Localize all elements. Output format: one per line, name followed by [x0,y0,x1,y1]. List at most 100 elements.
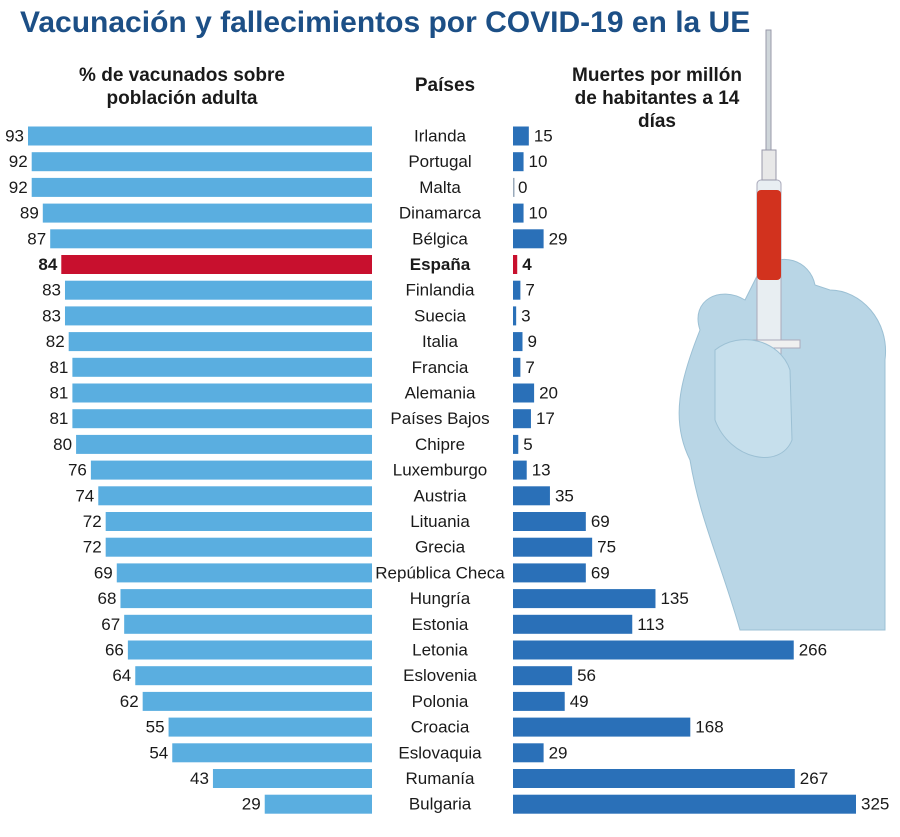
value-label: 0 [518,178,527,197]
value-label: 87 [27,229,46,248]
bar [98,486,372,506]
bar-zero-marker [513,177,515,197]
bar [513,255,518,274]
category-label: Rumanía [406,769,476,788]
bar [264,794,372,814]
value-label: 89 [20,204,39,223]
category-label: Polonia [412,692,469,711]
category-label: Lituania [410,512,470,531]
bar [68,332,372,352]
value-label: 54 [149,743,168,762]
value-label: 7 [525,358,534,377]
category-label: Hungría [410,589,471,608]
value-label: 267 [800,769,828,788]
bar [28,126,372,146]
category-label: República Checa [375,563,505,582]
category-label: Finlandia [406,281,476,300]
value-label: 35 [555,486,574,505]
value-label: 80 [53,435,72,454]
bar [513,769,795,788]
value-label: 29 [549,743,568,762]
value-label: 81 [49,383,68,402]
bar [105,537,372,557]
category-label: España [410,255,471,274]
bar [513,152,524,172]
bar [124,614,372,634]
category-label: Portugal [408,152,471,171]
bar [90,460,373,480]
bar [142,691,372,711]
value-label: 13 [532,461,551,480]
bar [513,691,565,711]
chart-title: Vacunación y fallecimientos por COVID-19… [20,6,750,39]
category-label: Alemania [405,383,476,402]
bar [61,255,373,274]
bar [513,640,794,660]
value-label: 7 [525,281,534,300]
series-header: % de vacunados sobre población adulta [79,65,285,109]
bar [105,512,372,531]
bar [127,640,372,660]
value-label: 62 [120,692,139,711]
category-label: Malta [419,178,461,197]
bar [72,357,373,377]
value-label: 55 [146,718,165,737]
category-label: Irlanda [414,126,467,145]
bar [513,486,550,506]
value-label: 72 [83,512,102,531]
category-label: Austria [414,486,467,505]
category-label: Suecia [414,306,467,325]
category-label: Letonia [412,640,468,659]
value-label: 72 [83,538,102,557]
bar [513,409,531,429]
value-label: 29 [549,229,568,248]
bar [64,306,372,326]
series-header: Muertes por millón de habitantes a 14 días [572,65,742,132]
value-label: 74 [75,486,94,505]
value-label: 69 [591,563,610,582]
value-label: 69 [94,563,113,582]
bar [120,589,373,609]
value-label: 76 [68,461,87,480]
value-label: 81 [49,409,68,428]
value-label: 84 [38,255,57,274]
bar [513,460,527,480]
categories-header: Países [415,75,475,96]
category-label: Grecia [415,538,466,557]
bar [513,717,691,737]
bar [513,434,519,454]
value-label: 83 [42,281,61,300]
value-label: 68 [98,589,117,608]
bar [72,409,373,429]
category-label: Croacia [411,718,470,737]
bar [513,126,529,146]
category-label: Dinamarca [399,204,482,223]
value-label: 266 [799,640,827,659]
value-label: 82 [46,332,65,351]
value-label: 29 [242,795,261,814]
value-label: 20 [539,383,558,402]
value-label: 92 [9,152,28,171]
value-label: 43 [190,769,209,788]
value-label: 10 [529,152,548,171]
bar [31,177,373,197]
value-label: 9 [527,332,536,351]
value-label: 64 [112,666,131,685]
bar [513,589,656,609]
value-label: 49 [570,692,589,711]
category-label: Estonia [412,615,469,634]
value-label: 5 [523,435,532,454]
category-label: Países Bajos [390,409,489,428]
bar [513,357,521,377]
bar [513,537,593,557]
category-label: Chipre [415,435,465,454]
value-label: 135 [660,589,688,608]
value-label: 168 [695,718,723,737]
bar [31,152,373,172]
value-label: 15 [534,126,553,145]
bar [42,203,372,223]
bar [513,306,517,326]
bar [212,769,372,788]
value-label: 69 [591,512,610,531]
